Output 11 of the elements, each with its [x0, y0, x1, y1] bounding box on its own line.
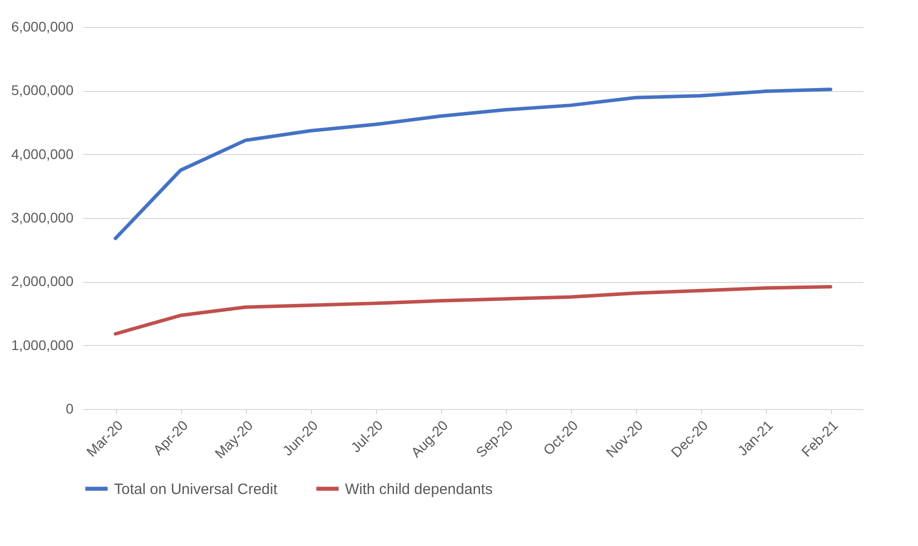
legend-label: With child dependants: [345, 480, 493, 498]
y-tick-label: 3,000,000: [11, 210, 74, 226]
y-tick-label: 1,000,000: [11, 336, 74, 353]
y-tick-label: 4,000,000: [11, 146, 74, 162]
line-series: [114, 88, 832, 240]
y-tick-label: 6,000,000: [11, 18, 74, 34]
y-tick-label: 5,000,000: [11, 82, 74, 98]
line-series: [114, 285, 832, 336]
y-tick-label: 0: [66, 400, 74, 416]
legend-label: Total on Universal Credit: [114, 480, 278, 498]
y-tick-label: 2,000,000: [11, 273, 74, 290]
